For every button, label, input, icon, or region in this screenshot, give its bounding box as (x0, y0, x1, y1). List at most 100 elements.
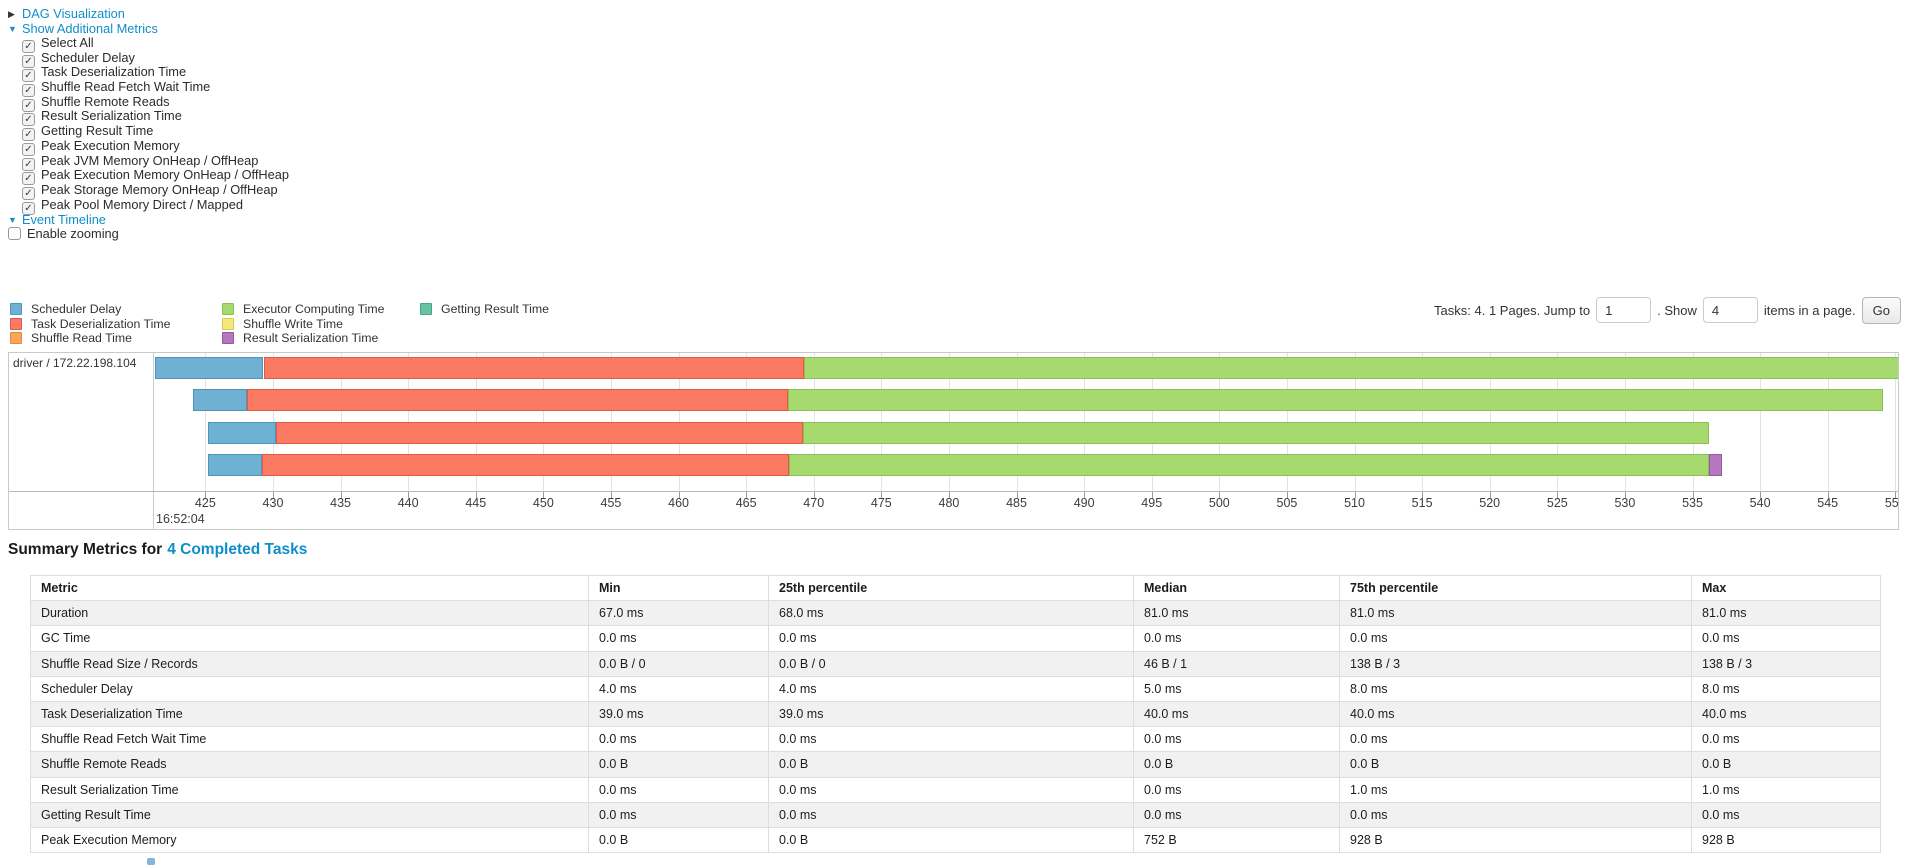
task_deserialization-bar-segment[interactable] (275, 421, 803, 444)
legend-label: Shuffle Write Time (243, 316, 344, 331)
task_deserialization-bar-segment[interactable] (263, 357, 805, 379)
summary-value-cell: 81.0 ms (1133, 600, 1340, 627)
legend-label: Task Deserialization Time (31, 316, 171, 331)
executor_computing-bar-segment[interactable] (789, 453, 1709, 476)
axis-tick-label: 480 (938, 496, 960, 510)
summary-metric-cell: Scheduler Delay (30, 675, 589, 702)
result_serialization-swatch-icon (222, 332, 234, 344)
axis-tick-label: 535 (1682, 496, 1703, 510)
summary-value-cell: 0.0 ms (1691, 726, 1881, 753)
summary-heading-text: Summary Metrics for (8, 541, 163, 558)
summary-table-row: Shuffle Read Size / Records 0.0 B / 0 0.0 … (30, 650, 1881, 677)
metric-checkbox-row[interactable]: ✓ Peak Execution Memory (22, 138, 289, 156)
metric-checkbox-row[interactable]: ✓ Scheduler Delay (22, 49, 289, 68)
metric-checkbox-row[interactable]: ✓ Peak Pool Memory Direct / Mapped (22, 197, 289, 215)
metric-checkbox-row[interactable]: ✓ Peak JVM Memory OnHeap / OffHeap (22, 153, 289, 171)
summary-value-cell: 0.0 ms (768, 776, 1134, 803)
items-per-page-input[interactable] (1702, 297, 1758, 323)
result_serialization-bar-segment[interactable] (1708, 453, 1723, 476)
scheduler_delay-bar-segment[interactable] (208, 453, 263, 476)
checkbox-checked-icon[interactable]: ✓ (22, 98, 35, 112)
summary-table-row: GC Time 0.0 ms 0.0 ms 0.0 ms 0.0 ms 0.0 ms (30, 625, 1881, 652)
checkbox-checked-icon[interactable]: ✓ (22, 128, 35, 142)
axis-tick-label: 525 (1546, 496, 1568, 510)
axis-tick-label: 435 (330, 496, 351, 510)
summary-value-cell: 0.0 B (588, 826, 769, 854)
metric-checkbox-row[interactable]: ✓ Shuffle Remote Reads (22, 93, 289, 112)
summary-metric-cell: GC Time (30, 625, 589, 652)
legend-item: Result Serialization Time (222, 331, 396, 346)
go-button[interactable]: Go (1861, 296, 1901, 324)
checkbox-checked-icon[interactable]: ✓ (22, 113, 35, 127)
completed-tasks-link[interactable]: 4 Completed Tasks (167, 541, 308, 558)
cut-off-content-sliver (147, 858, 155, 865)
checkbox-checked-icon[interactable]: ✓ (22, 201, 35, 215)
summary-metrics-heading: Summary Metrics for 4 Completed Tasks (8, 541, 307, 559)
scheduler_delay-bar-segment[interactable] (208, 421, 276, 444)
checkbox-unchecked-icon[interactable] (8, 227, 21, 241)
legend-column: Getting Result Time (420, 302, 549, 346)
executor-label: driver / 172.22.198.104 (9, 353, 154, 529)
summary-table-body: Duration 67.0 ms 68.0 ms 81.0 ms 81.0 ms 81.0… (30, 600, 1881, 854)
metric-checkbox-row[interactable]: ✓ Peak Execution Memory OnHeap / OffHeap (22, 167, 289, 186)
axis-tick-icon (948, 492, 950, 498)
legend-item: Task Deserialization Time (10, 316, 198, 332)
summary-value-cell: 4.0 ms (768, 675, 1134, 702)
scheduler_delay-bar-segment[interactable] (155, 357, 264, 379)
summary-value-cell: 0.0 ms (1339, 625, 1692, 652)
summary-value-cell: 0.0 B (768, 826, 1134, 854)
checkbox-checked-icon[interactable]: ✓ (22, 142, 35, 156)
checkbox-checked-icon[interactable]: ✓ (22, 157, 35, 171)
axis-major-time-label: 16:52:04 (156, 512, 205, 526)
summary-value-cell: 0.0 B (1691, 751, 1881, 778)
executor_computing-bar-segment[interactable] (804, 357, 1898, 379)
stage-controls: ▶ DAG Visualization ▼ Show Additional Metr… (8, 6, 289, 242)
axis-tick-icon (272, 492, 274, 498)
axis-tick-label: 495 (1141, 496, 1163, 510)
axis-tick-label: 425 (194, 496, 216, 510)
metric-checkbox-row[interactable]: ✓ Peak Storage Memory OnHeap / OffHeap (22, 182, 289, 200)
axis-tick-label: 545 (1817, 496, 1839, 510)
legend-item: Scheduler Delay (10, 302, 198, 317)
checkbox-checked-icon[interactable]: ✓ (22, 40, 35, 53)
metric-checkbox-row[interactable]: ✓ Select All (22, 35, 289, 53)
summary-value-cell: 0.0 ms (1133, 776, 1340, 803)
summary-value-cell: 0.0 ms (1133, 726, 1340, 753)
task_deserialization-bar-segment[interactable] (247, 389, 789, 412)
event-timeline-toggle[interactable]: ▼ Event Timeline (8, 212, 289, 227)
executor_computing-bar-segment[interactable] (802, 421, 1709, 444)
summary-column-header: 75th percentile (1339, 574, 1692, 602)
additional-metrics-toggle[interactable]: ▼ Show Additional Metrics (8, 21, 289, 36)
enable-zooming-row[interactable]: Enable zooming (8, 226, 289, 242)
checkbox-checked-icon[interactable]: ✓ (22, 84, 35, 98)
metric-checkbox-row[interactable]: ✓ Task Deserialization Time (22, 65, 289, 83)
axis-tick-label: 455 (600, 496, 622, 510)
timeline-plot (154, 353, 1898, 491)
axis-tick-label: 500 (1208, 496, 1230, 510)
checkbox-checked-icon[interactable]: ✓ (22, 172, 35, 186)
summary-value-cell: 46 B / 1 (1133, 650, 1340, 677)
axis-tick-icon (610, 492, 612, 498)
axis-tick-icon (1151, 492, 1153, 498)
task_deserialization-bar-segment[interactable] (262, 453, 790, 476)
axis-tick-icon (1895, 492, 1897, 498)
axis-tick-label: 490 (1073, 496, 1095, 510)
metric-checkbox-row[interactable]: ✓ Shuffle Read Fetch Wait Time (22, 79, 289, 98)
axis-tick-icon (1489, 492, 1491, 498)
checkbox-checked-icon[interactable]: ✓ (22, 186, 35, 200)
scheduler_delay-bar-segment[interactable] (193, 389, 248, 412)
timeline-gridline (205, 353, 207, 491)
axis-tick-label: 540 (1749, 496, 1771, 510)
metric-checkbox-label: Shuffle Remote Reads (41, 93, 170, 109)
metric-checkbox-row[interactable]: ✓ Result Serialization Time (22, 109, 289, 127)
summary-column-header: Median (1133, 574, 1340, 602)
dag-visualization-toggle[interactable]: ▶ DAG Visualization (8, 6, 289, 21)
metric-checkbox-row[interactable]: ✓ Getting Result Time (22, 123, 289, 142)
checkbox-checked-icon[interactable]: ✓ (22, 54, 35, 68)
jump-to-page-input[interactable] (1596, 297, 1652, 323)
metric-checkbox-label: Scheduler Delay (41, 49, 135, 65)
summary-value-cell: 0.0 ms (768, 801, 1134, 828)
executor_computing-bar-segment[interactable] (788, 389, 1884, 412)
checkbox-checked-icon[interactable]: ✓ (22, 69, 35, 83)
axis-tick-label: 445 (465, 496, 487, 510)
